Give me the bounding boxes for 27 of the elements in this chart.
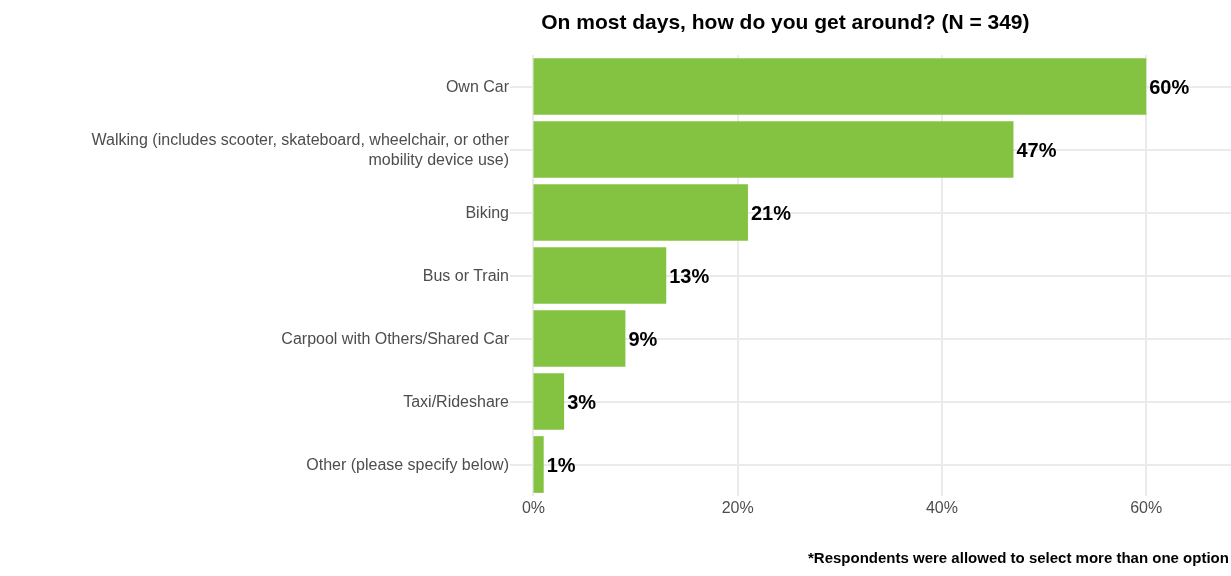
x-tick-label: 60% xyxy=(1130,499,1163,516)
bar xyxy=(533,184,748,241)
x-tick-label: 40% xyxy=(925,499,959,516)
y-tick-label: Biking xyxy=(465,204,509,222)
chart-title: On most days, how do you get around? (N = 349) xyxy=(541,10,1030,34)
bar xyxy=(533,310,626,367)
data-label: 9% xyxy=(628,327,658,350)
bar xyxy=(533,121,1014,178)
data-label: 21% xyxy=(750,201,792,224)
bar xyxy=(533,58,1147,115)
data-label: 60% xyxy=(1149,75,1190,98)
y-tick-label: Carpool with Others/Shared Car xyxy=(281,330,510,348)
bar xyxy=(533,373,565,430)
bar xyxy=(533,436,544,493)
text: *Respondents were allowed to select more than one option xyxy=(808,549,1229,566)
y-tick-label: Walking (includes scooter, skateboard, wheelchair, or other mobility device use) xyxy=(91,130,510,169)
y-tick-label: Taxi/Rideshare xyxy=(403,393,510,411)
data-label: 13% xyxy=(669,264,710,287)
data-label: 1% xyxy=(546,453,576,476)
y-tick-label: Own Car xyxy=(445,78,510,96)
y-tick-label: Other (please specify below) xyxy=(306,456,509,474)
data-label: 3% xyxy=(567,390,597,413)
x-tick-label: 0% xyxy=(521,499,546,516)
data-label: 47% xyxy=(1016,138,1057,161)
bar xyxy=(533,247,667,304)
y-tick-label: Bus or Train xyxy=(422,267,509,285)
x-tick-label: 20% xyxy=(721,499,754,516)
